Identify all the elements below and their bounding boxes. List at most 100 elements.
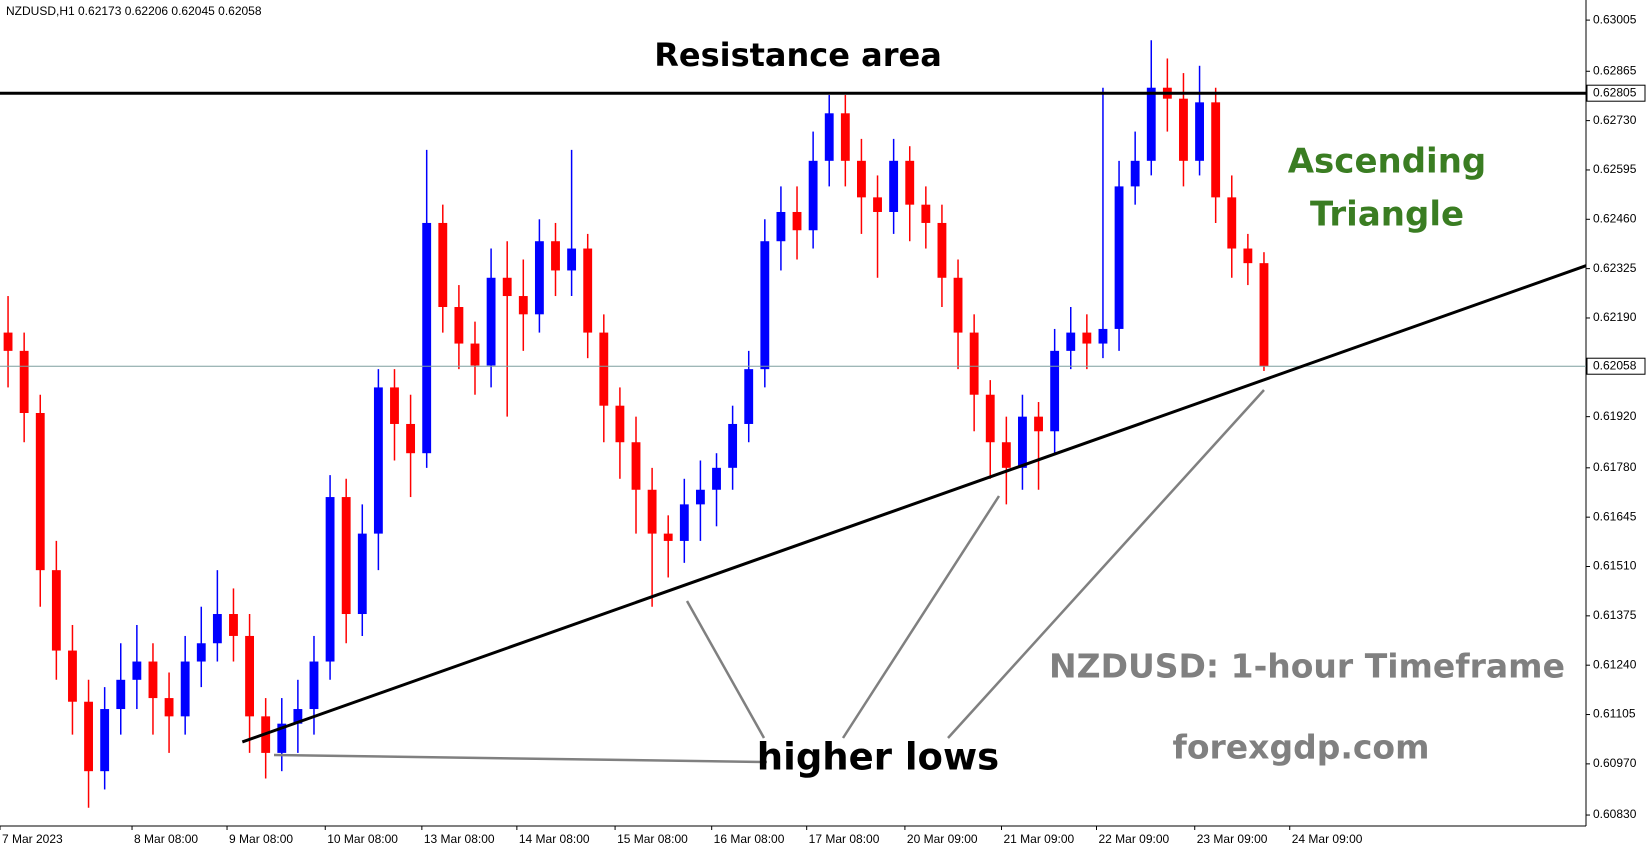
candle-body bbox=[406, 423, 416, 454]
x-tick-label: 20 Mar 09:00 bbox=[907, 832, 978, 846]
x-tick-label: 21 Mar 09:00 bbox=[1004, 832, 1075, 846]
candle-body bbox=[132, 661, 142, 680]
x-tick-label: 16 Mar 08:00 bbox=[714, 832, 785, 846]
x-tick-label: 8 Mar 08:00 bbox=[134, 832, 198, 846]
candle-body bbox=[293, 709, 303, 724]
y-tick-label: 0.60830 bbox=[1593, 807, 1637, 821]
y-tick-label: 0.61510 bbox=[1593, 559, 1637, 573]
candle-body bbox=[857, 160, 866, 198]
y-tick-label: 0.62595 bbox=[1593, 162, 1637, 176]
x-tick-label: 15 Mar 08:00 bbox=[617, 832, 688, 846]
candle-body bbox=[760, 241, 770, 370]
y-tick-label: 0.61375 bbox=[1593, 608, 1637, 622]
candle-body bbox=[116, 679, 126, 710]
candle-body bbox=[1227, 197, 1237, 249]
candle-body bbox=[341, 497, 351, 615]
candle-body bbox=[840, 113, 850, 161]
price-label-box bbox=[1586, 357, 1646, 375]
x-tick-label: 13 Mar 08:00 bbox=[424, 832, 495, 846]
pointer-line bbox=[685, 600, 766, 739]
candle-body bbox=[583, 248, 593, 333]
candle-body bbox=[502, 277, 512, 297]
x-tick-label: 10 Mar 08:00 bbox=[327, 832, 398, 846]
candle-body bbox=[695, 489, 705, 505]
y-tick-label: 0.61645 bbox=[1593, 509, 1637, 523]
candle-body bbox=[1195, 102, 1204, 161]
candle-body bbox=[1259, 263, 1269, 367]
y-tick-label: 0.62865 bbox=[1593, 63, 1637, 77]
site-label: forexgdp.com bbox=[1173, 728, 1430, 767]
pattern-label: Ascending bbox=[1288, 142, 1487, 182]
candle-body bbox=[277, 723, 287, 753]
candle-body bbox=[486, 277, 496, 366]
candle-body bbox=[148, 661, 158, 699]
candle-body bbox=[164, 698, 174, 717]
candle-body bbox=[937, 222, 947, 278]
y-tick-label: 0.60970 bbox=[1593, 756, 1637, 770]
y-tick-label: 0.62460 bbox=[1593, 211, 1637, 225]
candle-body bbox=[1018, 416, 1027, 468]
candle-body bbox=[1114, 186, 1124, 329]
candle-body bbox=[454, 307, 464, 344]
candle-body bbox=[325, 497, 335, 662]
pattern-label: Triangle bbox=[1310, 195, 1464, 235]
candle-body bbox=[212, 614, 222, 644]
candle-body bbox=[1130, 160, 1140, 187]
x-tick-label: 24 Mar 09:00 bbox=[1292, 832, 1363, 846]
y-tick-label: 0.63005 bbox=[1593, 12, 1637, 26]
candle-body bbox=[985, 394, 995, 443]
candle-body bbox=[792, 211, 802, 231]
candle-body bbox=[679, 504, 689, 541]
candle-body bbox=[309, 661, 319, 710]
pointer-line bbox=[273, 753, 768, 764]
candle-body bbox=[229, 614, 238, 636]
resistance-price-label: 0.62805 bbox=[1593, 85, 1637, 99]
y-tick-label: 0.62190 bbox=[1593, 310, 1637, 324]
candle-body bbox=[824, 113, 834, 161]
candle-body bbox=[3, 332, 13, 351]
y-tick-label: 0.62325 bbox=[1593, 261, 1637, 275]
candle-body bbox=[1098, 328, 1108, 344]
y-tick-label: 0.62730 bbox=[1593, 113, 1637, 127]
candle-body bbox=[551, 241, 560, 271]
candle-body bbox=[873, 197, 882, 212]
price-label-box bbox=[1586, 84, 1646, 102]
candle-body bbox=[1211, 102, 1221, 198]
candle-body bbox=[921, 204, 931, 223]
candle-body bbox=[599, 332, 609, 406]
candle-body bbox=[100, 709, 110, 772]
y-tick-label: 0.61780 bbox=[1593, 460, 1637, 474]
candle-body bbox=[1179, 98, 1188, 161]
x-tick-label: 9 Mar 08:00 bbox=[229, 832, 293, 846]
candle-body bbox=[35, 413, 45, 571]
x-tick-label: 7 Mar 2023 bbox=[2, 832, 63, 846]
candle-body bbox=[1066, 332, 1076, 351]
candle-body bbox=[969, 332, 979, 395]
symbol-info: NZDUSD,H1 0.62173 0.62206 0.62045 0.6205… bbox=[6, 4, 262, 18]
candle-body bbox=[1146, 87, 1156, 161]
current-price-label: 0.62058 bbox=[1593, 358, 1637, 372]
candle-body bbox=[776, 211, 786, 242]
pointer-lines bbox=[273, 389, 1265, 764]
candle-body bbox=[1243, 248, 1253, 264]
y-tick-label: 0.61920 bbox=[1593, 409, 1637, 423]
candle-body bbox=[1082, 332, 1092, 344]
candle-body bbox=[84, 701, 93, 772]
pointer-line bbox=[841, 495, 1001, 739]
timeframe-label: NZDUSD: 1-hour Timeframe bbox=[1049, 647, 1565, 686]
candle-body bbox=[953, 277, 963, 333]
candle-body bbox=[567, 248, 577, 271]
candle-body bbox=[438, 222, 448, 308]
candle-body bbox=[180, 661, 190, 717]
trend-line bbox=[241, 264, 1587, 744]
x-tick-label: 17 Mar 08:00 bbox=[809, 832, 880, 846]
candle-body bbox=[647, 489, 657, 534]
candle-body bbox=[518, 296, 528, 315]
candle-body bbox=[422, 222, 432, 454]
candle-body bbox=[615, 405, 625, 443]
candle-body bbox=[631, 442, 641, 490]
candle-body bbox=[889, 160, 899, 212]
x-tick-label: 23 Mar 09:00 bbox=[1197, 832, 1268, 846]
resistance-label: Resistance area bbox=[654, 36, 942, 74]
